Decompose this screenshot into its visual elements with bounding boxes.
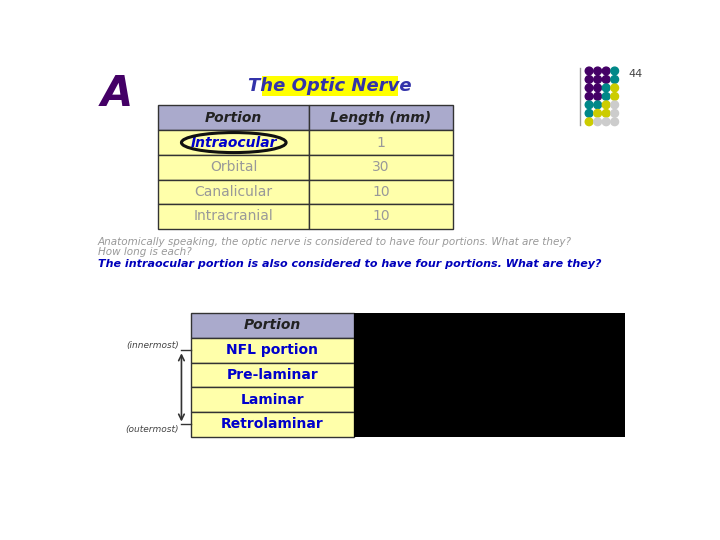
FancyBboxPatch shape [191,338,354,363]
Text: How long is each?: How long is each? [98,247,192,257]
Circle shape [585,110,593,117]
Circle shape [611,67,618,75]
FancyBboxPatch shape [158,204,310,229]
Text: Anatomically speaking, the optic nerve is considered to have four portions. What: Anatomically speaking, the optic nerve i… [98,237,572,246]
FancyBboxPatch shape [310,155,453,179]
Circle shape [611,110,618,117]
Circle shape [585,67,593,75]
Circle shape [611,118,618,126]
Circle shape [611,76,618,83]
Circle shape [585,118,593,126]
Text: (innermost): (innermost) [127,341,179,350]
Circle shape [602,76,610,83]
FancyBboxPatch shape [191,363,354,387]
Circle shape [585,101,593,109]
Text: NFL portion: NFL portion [226,343,318,357]
Circle shape [594,92,601,100]
FancyBboxPatch shape [158,130,310,155]
Text: 30: 30 [372,160,390,174]
Text: The intraocular portion is also considered to have four portions. What are they?: The intraocular portion is also consider… [98,259,601,269]
Circle shape [611,84,618,92]
Circle shape [602,92,610,100]
FancyBboxPatch shape [354,313,625,437]
FancyBboxPatch shape [191,412,354,437]
Text: Portion: Portion [243,319,301,333]
FancyBboxPatch shape [158,179,310,204]
Circle shape [602,101,610,109]
Text: Intracranial: Intracranial [194,210,274,224]
FancyBboxPatch shape [191,313,354,338]
Text: A: A [101,72,133,114]
Text: Canalicular: Canalicular [194,185,273,199]
Text: (outermost): (outermost) [125,425,179,434]
Circle shape [602,84,610,92]
Text: 44: 44 [629,70,642,79]
Text: Pre-laminar: Pre-laminar [226,368,318,382]
Circle shape [594,84,601,92]
Circle shape [602,118,610,126]
Text: 10: 10 [372,210,390,224]
Circle shape [594,67,601,75]
Circle shape [602,110,610,117]
Text: Intraocular: Intraocular [191,136,277,150]
Circle shape [611,92,618,100]
FancyBboxPatch shape [310,204,453,229]
FancyBboxPatch shape [262,76,398,96]
Circle shape [585,84,593,92]
FancyBboxPatch shape [191,387,354,412]
Circle shape [594,110,601,117]
FancyBboxPatch shape [310,105,453,130]
FancyBboxPatch shape [158,105,310,130]
Circle shape [611,101,618,109]
Circle shape [594,118,601,126]
Circle shape [594,101,601,109]
Text: The Optic Nerve: The Optic Nerve [248,77,412,96]
Text: Orbital: Orbital [210,160,258,174]
Text: Length (mm): Length (mm) [330,111,431,125]
FancyBboxPatch shape [310,179,453,204]
Text: 10: 10 [372,185,390,199]
Text: Retrolaminar: Retrolaminar [221,417,323,431]
FancyBboxPatch shape [310,130,453,155]
FancyBboxPatch shape [158,155,310,179]
Circle shape [585,92,593,100]
Text: Portion: Portion [205,111,262,125]
Circle shape [602,67,610,75]
Text: 1: 1 [377,136,385,150]
Circle shape [585,76,593,83]
Circle shape [594,76,601,83]
Text: Laminar: Laminar [240,393,304,407]
